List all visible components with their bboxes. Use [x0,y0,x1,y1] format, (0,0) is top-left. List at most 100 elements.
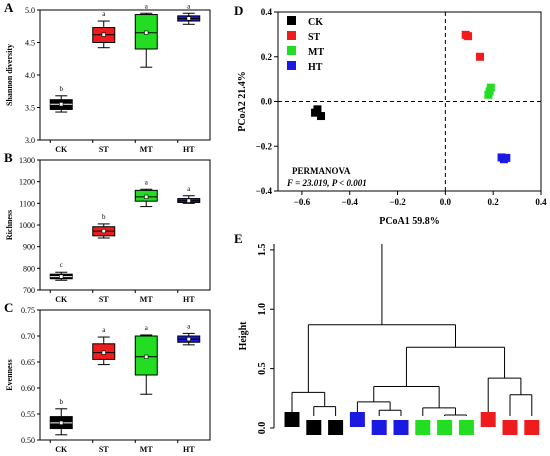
box-mean-marker [101,32,106,37]
panel-letter: E [234,231,243,246]
significance-letter: a [145,324,149,332]
legend-label-st: ST [308,32,321,43]
x-tick-label: CK [55,445,68,454]
y-tick-label: 0.4 [261,7,273,17]
significance-letter: a [187,322,191,330]
x-tick-label: −0.4 [342,197,359,207]
box-mean-marker [59,274,64,279]
y-tick-label: 0.0 [257,422,268,435]
y-tick-label: 0.70 [21,332,35,341]
box-mean-marker [101,350,106,355]
significance-letter: a [187,185,191,193]
x-tick-label: HT [183,445,195,454]
y-axis-label: PCoA2 21.4% [237,71,248,132]
point-ck [317,112,326,121]
point-st [464,32,473,41]
y-tick-label: 1.5 [257,244,268,257]
x-tick-label: CK [55,295,68,304]
y-tick-label: 5.0 [25,6,35,15]
box-mean-marker [144,354,149,359]
legend-label-ht: HT [308,62,323,73]
y-tick-label: 700 [23,286,35,295]
leaf-st [480,412,496,427]
y-tick-label: 4.5 [25,39,35,48]
x-tick-label: MT [140,145,154,154]
plot-frame [39,9,211,141]
leaf-ht [349,412,365,427]
box-mean-marker [59,102,64,107]
x-tick-label: MT [140,445,154,454]
significance-letter: a [102,10,106,18]
y-tick-label: −0.4 [256,186,273,196]
leaf-mt [415,420,431,435]
x-tick-label: ST [99,145,109,154]
legend-swatch-ht [287,61,296,70]
y-tick-label: 3.0 [25,136,35,145]
y-tick-label: 0.55 [21,410,35,419]
y-tick-label: 0.0 [261,97,273,107]
panel-letter: C [4,300,13,315]
y-tick-label: 3.5 [25,104,35,113]
panel-letter: A [4,0,14,15]
leaf-mt [437,420,453,435]
leaf-ht [371,420,387,435]
x-tick-label: −0.6 [294,197,311,207]
x-tick-label: 0.4 [535,197,547,207]
y-tick-label: 1100 [19,199,35,208]
legend-swatch-ck [287,16,296,25]
x-tick-label: ST [99,295,109,304]
x-axis-label: PCoA1 59.8% [379,216,440,227]
point-mt [484,90,493,99]
leaf-ck [306,420,322,435]
y-tick-label: 1000 [19,221,35,230]
panel-a-shannon-boxplot: A 3.0 3.5 4.0 4.5 5.0 Shannon diversity CK b ST a M… [4,0,211,154]
y-tick-label: 900 [23,243,35,252]
x-tick-label: −0.2 [389,197,406,207]
permanova-stats: F = 23.019, P < 0.001 [286,178,367,188]
x-tick-label: HT [183,295,195,304]
y-tick-label: 1300 [19,156,35,165]
significance-letter: b [60,398,64,406]
x-tick-label: 0.2 [488,197,500,207]
x-tick-label: ST [99,445,109,454]
leaf-ck [284,412,300,427]
y-axis-label: Height [238,321,249,351]
leaf-ht [393,420,409,435]
y-tick-label: 0.60 [21,384,35,393]
panel-letter: D [234,3,243,18]
point-ck [313,105,322,114]
box-mean-marker [186,16,191,21]
box-mean-marker [59,420,64,425]
significance-letter: c [60,261,63,269]
box-mean-marker [144,30,149,35]
panel-e-dendrogram: E 0.0 0.5 1.0 1.5 Height [234,231,540,435]
significance-letter: a [187,2,191,10]
y-tick-label: 1.0 [257,303,268,316]
significance-letter: b [102,213,106,221]
legend-label-ck: CK [308,17,323,28]
x-tick-label: MT [140,295,154,304]
x-tick-label: CK [55,145,68,154]
box-mean-marker [144,194,149,199]
panel-letter: B [4,150,13,165]
plot-frame [39,159,211,291]
legend-swatch-st [287,31,296,40]
point-ht [502,153,511,162]
y-tick-label: −0.2 [256,141,273,151]
panel-b-richness-boxplot: B 700 800 900 1000 1100 1200 1300 Richness CK c ST b… [4,150,211,304]
leaf-st [502,420,518,435]
y-axis-label: Evenness [5,359,14,391]
box-mean-marker [186,198,191,203]
significance-letter: a [145,2,149,10]
y-tick-label: 0.5 [257,362,268,375]
y-tick-label: 0.75 [21,306,35,315]
significance-letter: a [145,178,149,186]
significance-letter: a [102,326,106,334]
y-tick-label: 1200 [19,178,35,187]
legend-swatch-mt [287,46,296,55]
panel-d-pcoa-scatter: D −0.6 −0.4 −0.2 0.0 0.2 0.4 −0.4 −0.2 0.0 0.2 0.4 P… [234,3,547,227]
box-mean-marker [101,228,106,234]
box-mean-marker [186,337,191,342]
legend-label-mt: MT [308,47,324,58]
